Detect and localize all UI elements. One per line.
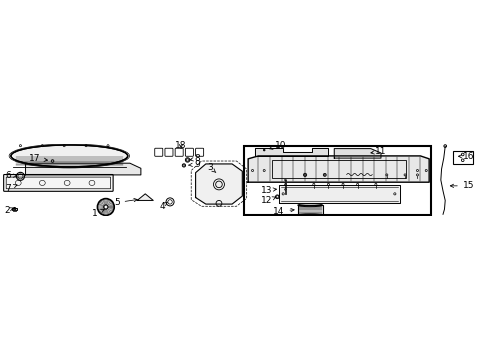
Text: 15: 15 xyxy=(449,181,473,190)
Text: 11: 11 xyxy=(370,147,386,156)
Bar xyxy=(271,160,405,178)
Polygon shape xyxy=(25,163,141,175)
Polygon shape xyxy=(137,194,153,201)
Text: 13: 13 xyxy=(260,186,276,195)
Text: 18: 18 xyxy=(175,141,186,150)
Ellipse shape xyxy=(11,145,127,167)
Bar xyxy=(284,185,285,189)
Text: 1: 1 xyxy=(92,210,104,219)
Text: 10: 10 xyxy=(269,141,286,150)
Text: 12: 12 xyxy=(260,196,275,205)
Text: 14: 14 xyxy=(273,207,294,216)
Bar xyxy=(451,151,472,164)
Bar xyxy=(244,147,430,215)
Bar xyxy=(12,208,17,210)
Text: 7: 7 xyxy=(5,184,17,193)
FancyBboxPatch shape xyxy=(3,175,113,191)
Text: 3: 3 xyxy=(207,163,215,172)
Circle shape xyxy=(185,158,189,162)
Bar xyxy=(284,190,285,194)
Polygon shape xyxy=(247,156,428,182)
Text: 4: 4 xyxy=(159,202,167,211)
Circle shape xyxy=(51,160,54,162)
Polygon shape xyxy=(278,185,399,203)
Text: 6: 6 xyxy=(5,171,17,180)
Text: 2: 2 xyxy=(4,206,13,215)
Text: 16: 16 xyxy=(458,152,473,161)
Polygon shape xyxy=(255,148,328,156)
Text: 17: 17 xyxy=(28,154,47,163)
Text: 5: 5 xyxy=(114,198,137,207)
Text: 8: 8 xyxy=(189,154,200,163)
Circle shape xyxy=(263,149,264,151)
Polygon shape xyxy=(334,149,380,158)
Text: 9: 9 xyxy=(188,160,200,169)
Bar xyxy=(13,210,16,211)
Polygon shape xyxy=(195,164,242,204)
Bar xyxy=(284,180,285,184)
Bar xyxy=(297,205,322,215)
